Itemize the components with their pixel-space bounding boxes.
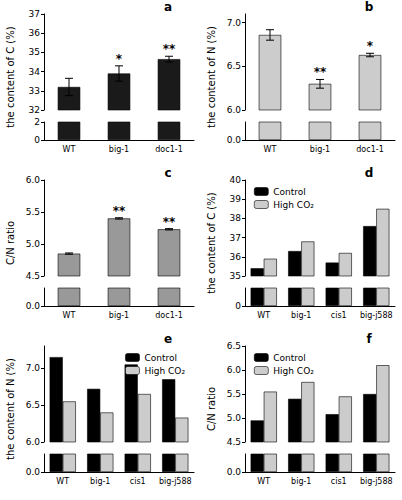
svg-text:40: 40 bbox=[230, 175, 242, 185]
svg-text:2: 2 bbox=[34, 117, 40, 127]
svg-text:Control: Control bbox=[273, 353, 306, 363]
svg-text:*: * bbox=[116, 52, 123, 66]
svg-text:the content of N (%): the content of N (%) bbox=[206, 26, 217, 128]
svg-text:big-j588: big-j588 bbox=[159, 477, 192, 486]
svg-text:36: 36 bbox=[29, 28, 41, 38]
svg-text:big-1: big-1 bbox=[109, 145, 129, 154]
svg-text:a: a bbox=[164, 0, 172, 14]
svg-text:39: 39 bbox=[230, 194, 242, 204]
svg-text:37: 37 bbox=[29, 9, 40, 19]
svg-text:big-1: big-1 bbox=[291, 311, 311, 320]
svg-text:7.0: 7.0 bbox=[227, 18, 242, 28]
svg-text:38: 38 bbox=[230, 213, 242, 223]
svg-text:cis1: cis1 bbox=[331, 311, 347, 320]
svg-text:0.0: 0.0 bbox=[227, 135, 242, 145]
svg-text:35: 35 bbox=[29, 47, 40, 57]
svg-text:32: 32 bbox=[29, 105, 40, 115]
svg-text:0: 0 bbox=[34, 135, 40, 145]
svg-text:the content of C (%): the content of C (%) bbox=[206, 192, 217, 293]
svg-text:36: 36 bbox=[230, 252, 242, 262]
svg-text:**: ** bbox=[314, 65, 327, 79]
svg-text:Control: Control bbox=[273, 187, 306, 197]
svg-text:0.0: 0.0 bbox=[26, 467, 41, 477]
svg-text:big-j588: big-j588 bbox=[360, 311, 393, 320]
svg-text:5.5: 5.5 bbox=[26, 207, 40, 217]
svg-text:5.0: 5.0 bbox=[26, 239, 41, 249]
svg-text:**: ** bbox=[163, 215, 176, 229]
svg-text:0.0: 0.0 bbox=[26, 301, 41, 311]
svg-text:5.0: 5.0 bbox=[227, 413, 242, 423]
svg-text:High CO₂: High CO₂ bbox=[273, 200, 314, 210]
svg-text:doc1-1: doc1-1 bbox=[155, 145, 182, 154]
svg-text:0.0: 0.0 bbox=[227, 467, 242, 477]
svg-text:doc1-1: doc1-1 bbox=[155, 311, 182, 320]
svg-text:0: 0 bbox=[235, 301, 241, 311]
svg-text:34: 34 bbox=[29, 67, 41, 77]
svg-text:the content of C (%): the content of C (%) bbox=[5, 26, 16, 127]
svg-text:big-1: big-1 bbox=[109, 311, 129, 320]
svg-text:c: c bbox=[164, 166, 171, 180]
svg-text:big-1: big-1 bbox=[310, 145, 330, 154]
svg-text:WT: WT bbox=[63, 311, 76, 320]
svg-text:WT: WT bbox=[264, 145, 277, 154]
svg-text:doc1-1: doc1-1 bbox=[356, 145, 383, 154]
svg-text:4.5: 4.5 bbox=[227, 437, 241, 447]
svg-text:7.0: 7.0 bbox=[26, 363, 41, 373]
svg-text:35: 35 bbox=[230, 271, 241, 281]
svg-text:the content of N (%): the content of N (%) bbox=[5, 358, 16, 460]
svg-text:**: ** bbox=[113, 204, 126, 218]
svg-text:6.5: 6.5 bbox=[227, 341, 241, 351]
svg-text:C/N ratio: C/N ratio bbox=[206, 387, 217, 431]
svg-text:6.0: 6.0 bbox=[26, 437, 41, 447]
svg-text:**: ** bbox=[163, 42, 176, 56]
svg-text:C/N ratio: C/N ratio bbox=[5, 221, 16, 265]
svg-text:big-1: big-1 bbox=[291, 477, 311, 486]
svg-text:d: d bbox=[365, 166, 374, 180]
svg-text:WT: WT bbox=[56, 477, 69, 486]
svg-text:cis1: cis1 bbox=[331, 477, 347, 486]
svg-text:6.5: 6.5 bbox=[26, 400, 40, 410]
svg-text:WT: WT bbox=[63, 145, 76, 154]
svg-text:big-j588: big-j588 bbox=[360, 477, 393, 486]
svg-text:WT: WT bbox=[257, 477, 270, 486]
svg-text:High CO₂: High CO₂ bbox=[144, 366, 185, 376]
svg-text:b: b bbox=[365, 0, 374, 14]
svg-text:f: f bbox=[366, 332, 372, 346]
svg-text:e: e bbox=[164, 332, 172, 346]
svg-text:5.5: 5.5 bbox=[227, 389, 241, 399]
svg-text:6.5: 6.5 bbox=[227, 61, 241, 71]
svg-text:High CO₂: High CO₂ bbox=[273, 366, 314, 376]
svg-text:big-1: big-1 bbox=[90, 477, 110, 486]
svg-text:WT: WT bbox=[257, 311, 270, 320]
svg-text:33: 33 bbox=[29, 86, 40, 96]
svg-text:Control: Control bbox=[144, 353, 177, 363]
svg-text:*: * bbox=[367, 39, 374, 53]
svg-text:6.0: 6.0 bbox=[227, 365, 242, 375]
svg-text:6.0: 6.0 bbox=[26, 175, 41, 185]
svg-text:cis1: cis1 bbox=[130, 477, 146, 486]
svg-text:37: 37 bbox=[230, 233, 241, 243]
svg-text:6.0: 6.0 bbox=[227, 105, 242, 115]
svg-text:4.5: 4.5 bbox=[26, 271, 40, 281]
